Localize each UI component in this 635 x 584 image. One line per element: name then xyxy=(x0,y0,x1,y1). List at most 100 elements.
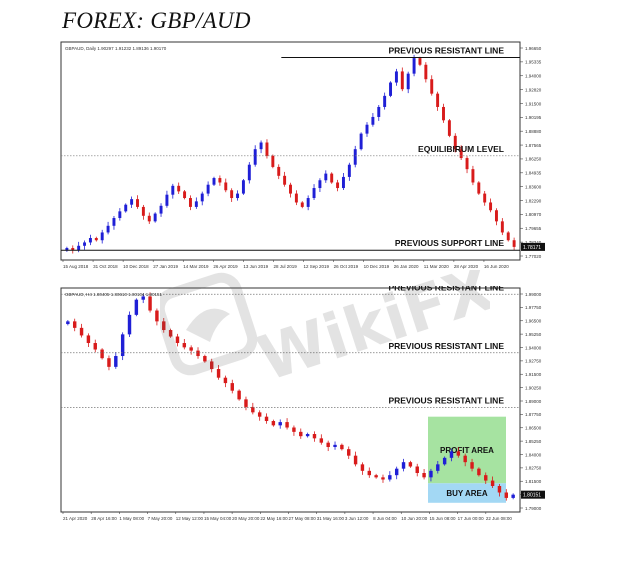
candle xyxy=(418,58,422,65)
y-tick-label: 1.77020 xyxy=(525,254,542,259)
candle xyxy=(388,475,392,480)
level-label: PREVIOUS RESISTANT LINE xyxy=(388,46,504,56)
candle xyxy=(319,438,324,443)
x-tick-label: 10 Dec 2018 xyxy=(123,264,149,269)
candle xyxy=(271,421,276,426)
x-tick-label: 17 Jun 00:00 xyxy=(458,516,485,521)
x-tick-label: 15 Jun 08:00 xyxy=(429,516,456,521)
candle xyxy=(118,211,122,219)
zone-label: BUY AREA xyxy=(446,489,488,498)
x-tick-label: 22 Jun 08:00 xyxy=(486,516,513,521)
candle xyxy=(77,245,81,251)
candle xyxy=(88,238,92,243)
level-label: PREVIOUS SUPPORT LINE xyxy=(395,238,504,248)
y-tick-label: 1.80970 xyxy=(525,212,542,217)
candle xyxy=(400,71,404,90)
x-tick-label: 28 Apr 16:00 xyxy=(91,516,117,521)
candle xyxy=(294,193,298,203)
candle xyxy=(155,310,159,322)
y-tick-label: 1.84935 xyxy=(525,171,542,176)
y-tick-label: 1.78340 xyxy=(525,240,542,245)
candle xyxy=(83,242,87,246)
x-tick-label: 11 Mar 2020 xyxy=(424,264,449,269)
candle xyxy=(371,116,375,125)
x-tick-label: 27 Jan 2019 xyxy=(153,264,178,269)
candle xyxy=(124,204,128,212)
y-tick-label: 1.96650 xyxy=(525,46,542,51)
candle xyxy=(259,142,263,150)
h4-candlestick-chart: PROFIT AREA BUY AREA PREVIOUS RESISTANT LI… xyxy=(60,286,545,521)
candle xyxy=(312,188,316,199)
candle xyxy=(381,477,385,480)
candle xyxy=(79,327,84,336)
candle xyxy=(408,462,413,467)
candle xyxy=(367,470,371,476)
candle xyxy=(230,190,234,199)
zone-box xyxy=(428,416,506,484)
candle xyxy=(247,164,251,181)
candle xyxy=(278,422,282,426)
x-tick-label: 14 Mar 2019 xyxy=(183,264,209,269)
daily-chart-panel: PREVIOUS RESISTANT LINE EQUILIBIRUM LEVEL… xyxy=(59,40,564,272)
candle xyxy=(429,470,433,478)
candle xyxy=(277,166,281,176)
candle xyxy=(424,64,428,80)
candle xyxy=(251,406,255,413)
candle xyxy=(470,462,474,469)
candle xyxy=(383,95,387,107)
candle xyxy=(453,135,457,150)
y-tick-label: 1.86500 xyxy=(525,426,542,431)
candle xyxy=(218,178,222,183)
candle xyxy=(333,444,337,448)
x-tick-label: 31 Oct 2018 xyxy=(93,264,118,269)
candle xyxy=(377,106,381,117)
candle xyxy=(203,356,207,362)
candle xyxy=(494,210,498,222)
candle xyxy=(436,93,440,107)
candle xyxy=(112,218,116,226)
h4-chart-panel: PROFIT AREA BUY AREA PREVIOUS RESISTANT LI… xyxy=(59,286,564,524)
candle xyxy=(200,193,204,202)
candle xyxy=(415,466,419,474)
candle xyxy=(283,175,287,185)
y-tick-label: 1.94000 xyxy=(525,345,542,350)
x-tick-label: 21 Apr 2020 xyxy=(63,516,88,521)
candle xyxy=(477,182,481,194)
y-tick-label: 1.99000 xyxy=(525,292,542,297)
candle xyxy=(497,486,502,493)
x-tick-label: 15 May 04:00 xyxy=(204,516,232,521)
y-tick-label: 1.91500 xyxy=(525,101,542,106)
candle xyxy=(490,480,495,487)
x-tick-label: 22 May 16:00 xyxy=(260,516,288,521)
x-tick-label: 10 Jun 20:00 xyxy=(401,516,428,521)
x-tick-label: 20 May 20:00 xyxy=(232,516,260,521)
candle xyxy=(360,464,365,471)
y-tick-label: 1.96500 xyxy=(525,319,542,324)
x-tick-label: 12 May 12:00 xyxy=(176,516,204,521)
candle xyxy=(223,377,228,384)
candle xyxy=(237,390,241,400)
candle xyxy=(456,451,461,456)
x-tick-label: 12 Sep 2019 xyxy=(304,264,330,269)
candle xyxy=(141,206,145,216)
candle xyxy=(130,199,134,205)
candle xyxy=(422,473,426,478)
y-tick-label: 1.92750 xyxy=(525,359,542,364)
candle xyxy=(100,232,104,241)
candle xyxy=(114,356,118,367)
candle xyxy=(430,79,434,94)
price-label-box xyxy=(521,490,545,499)
candle xyxy=(134,299,139,315)
level-label: EQUILIBIRUM LEVEL xyxy=(418,144,504,154)
x-tick-label: 28 Jul 2019 xyxy=(273,264,297,269)
y-tick-label: 1.91500 xyxy=(525,372,542,377)
candle xyxy=(253,149,257,165)
candle xyxy=(511,494,515,498)
candle xyxy=(147,215,151,222)
candle xyxy=(183,191,187,199)
candle xyxy=(483,193,487,203)
y-tick-label: 1.87565 xyxy=(525,143,542,148)
candle xyxy=(71,248,75,251)
candle xyxy=(353,455,358,465)
y-tick-label: 1.89000 xyxy=(525,399,542,404)
